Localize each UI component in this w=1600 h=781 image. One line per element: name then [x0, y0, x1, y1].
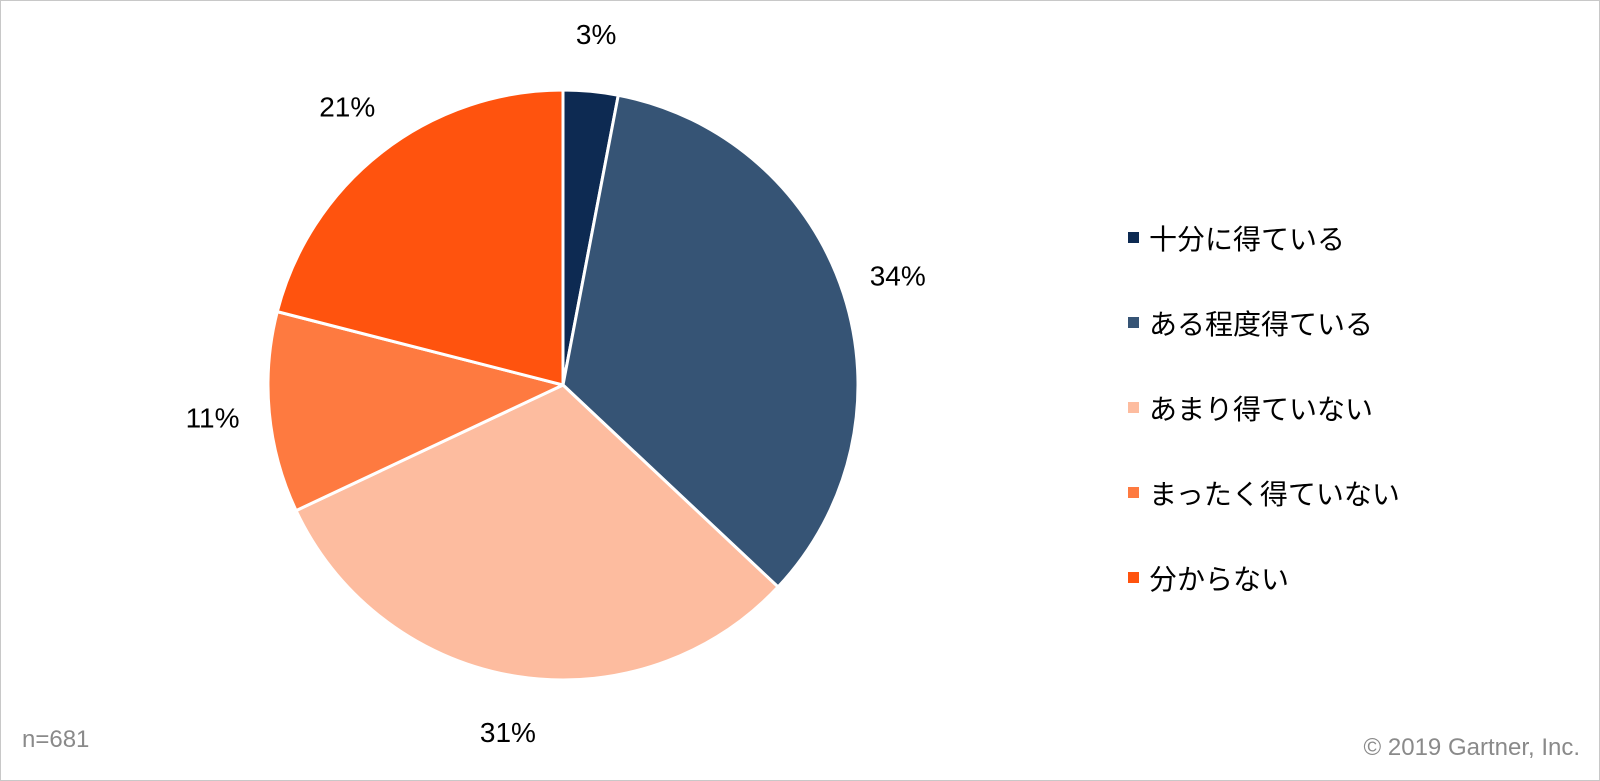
- legend-label: 分からない: [1149, 562, 1290, 596]
- legend-item-1: 十分に得ている: [1128, 195, 1400, 280]
- legend-item-2: ある程度得ている: [1128, 280, 1400, 365]
- legend-label: あまり得ていない: [1149, 392, 1374, 426]
- copyright-notice: © 2019 Gartner, Inc.: [1363, 734, 1580, 761]
- legend-item-4: まったく得ていない: [1128, 450, 1400, 535]
- legend-item-5: 分からない: [1128, 535, 1400, 620]
- legend-label: まったく得ていない: [1149, 477, 1400, 511]
- pie-slice-4: [266, 310, 565, 513]
- legend-label: ある程度得ている: [1149, 307, 1374, 341]
- pie-value-label-1: 3%: [576, 19, 616, 50]
- legend-swatch: [1128, 487, 1139, 498]
- pie-value-label-3: 31%: [480, 717, 536, 748]
- pie-value-label-5: 21%: [319, 91, 375, 122]
- legend-swatch: [1128, 402, 1139, 413]
- legend-label: 十分に得ている: [1149, 222, 1346, 256]
- legend-swatch: [1128, 572, 1139, 583]
- pie-slice-2: [561, 93, 860, 589]
- pie-value-label-2: 34%: [870, 261, 926, 292]
- legend-item-3: あまり得ていない: [1128, 365, 1400, 450]
- legend-swatch: [1128, 232, 1139, 243]
- pie-slice-3: [294, 383, 780, 682]
- pie-slices: [266, 88, 860, 682]
- chart-legend: 十分に得ている ある程度得ている あまり得ていない まったく得ていない 分からない: [1128, 195, 1400, 620]
- pie-slice-5: [275, 88, 565, 387]
- legend-swatch: [1128, 317, 1139, 328]
- pie-value-labels: 3% 34% 31% 11% 21%: [186, 19, 926, 748]
- sample-size-note: n=681: [22, 726, 90, 753]
- pie-value-label-4: 11%: [186, 403, 240, 434]
